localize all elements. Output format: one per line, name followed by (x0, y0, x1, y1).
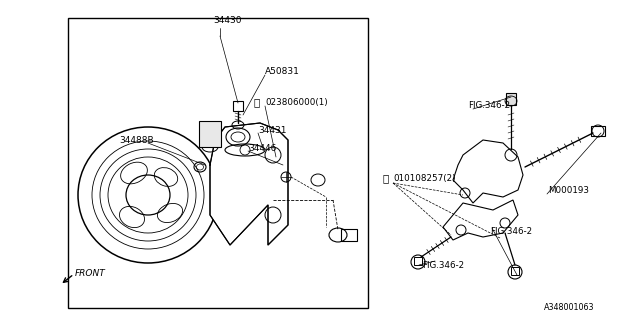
Bar (341, 229, 357, 241)
Bar (506, 93, 516, 105)
Polygon shape (443, 200, 518, 240)
Text: 34431: 34431 (258, 125, 287, 134)
Bar (233, 101, 243, 111)
Polygon shape (453, 140, 523, 203)
Text: FIG.346-2: FIG.346-2 (422, 260, 464, 269)
Text: 34430: 34430 (213, 15, 241, 25)
Text: Ⓑ: Ⓑ (383, 173, 389, 183)
Text: 34488B: 34488B (119, 135, 154, 145)
Text: Ⓝ: Ⓝ (254, 97, 260, 107)
Text: M000193: M000193 (548, 186, 589, 195)
Text: FRONT: FRONT (75, 268, 106, 277)
Text: 023806000(1): 023806000(1) (265, 98, 328, 107)
Bar (68, 18, 368, 308)
Bar (414, 257, 422, 265)
Text: FIG.346-2: FIG.346-2 (490, 228, 532, 236)
Bar (591, 126, 605, 136)
Text: A50831: A50831 (265, 67, 300, 76)
Bar (511, 267, 519, 275)
Text: 010108257(2): 010108257(2) (393, 173, 456, 182)
Text: A348001063: A348001063 (544, 302, 595, 311)
Text: 34446: 34446 (248, 143, 276, 153)
Polygon shape (210, 123, 288, 245)
Polygon shape (199, 121, 221, 147)
Text: FIG.346-2: FIG.346-2 (468, 100, 510, 109)
